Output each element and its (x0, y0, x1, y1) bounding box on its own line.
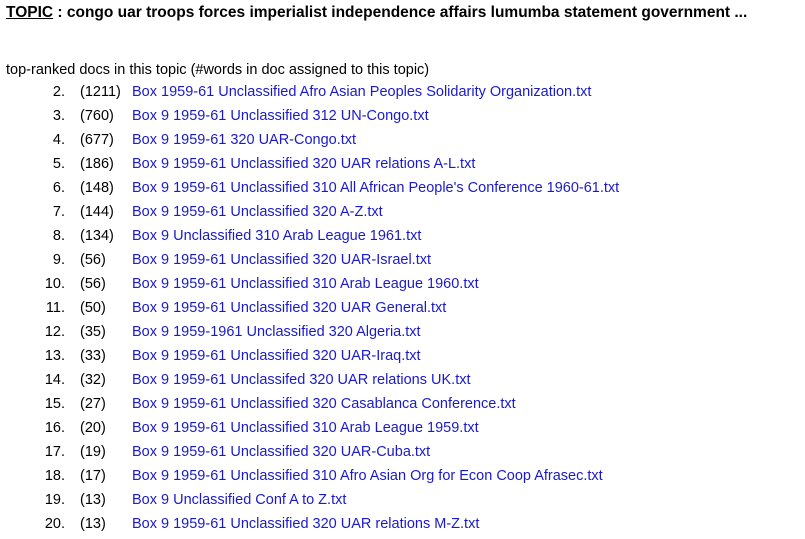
doc-rank: 17. (44, 444, 65, 460)
doc-rank: 5. (52, 156, 65, 172)
doc-rank: 11. (45, 300, 65, 316)
doc-rank: 9. (52, 252, 65, 268)
doc-title-link[interactable]: Box 9 1959-61 Unclassified 320 UAR relat… (132, 516, 480, 532)
doc-title-link[interactable]: Box 9 Unclassified Conf A to Z.txt (132, 492, 347, 508)
doc-title-link[interactable]: Box 9 1959-61 Unclassifed 320 UAR relati… (132, 372, 471, 388)
doc-title-link[interactable]: Box 9 1959-61 Unclassified 320 UAR-Iraq.… (132, 348, 421, 364)
topic-link[interactable]: TOPIC (6, 4, 54, 21)
topic-words: : congo uar troops forces imperialist in… (53, 4, 748, 21)
doc-rank: 14. (44, 372, 65, 388)
doc-word-count: (56) (80, 252, 106, 268)
doc-word-count: (33) (80, 348, 106, 364)
doc-rank: 16. (44, 420, 65, 436)
docs-intro: top-ranked docs in this topic (#words in… (6, 62, 430, 78)
doc-word-count: (19) (80, 444, 106, 460)
doc-title-link[interactable]: Box 9 1959-61 Unclassified 320 Casablanc… (132, 396, 516, 412)
doc-rank: 2. (52, 84, 65, 100)
doc-title-link[interactable]: Box 1959-61 Unclassified Afro Asian Peop… (132, 84, 592, 100)
doc-rank: 6. (52, 180, 65, 196)
doc-title-link[interactable]: Box 9 1959-61 Unclassified 320 UAR-Cuba.… (132, 444, 431, 460)
doc-rank: 4. (52, 132, 65, 148)
doc-rank: 19. (44, 492, 65, 508)
doc-title-link[interactable]: Box 9 1959-61 Unclassified 320 A-Z.txt (132, 204, 383, 220)
doc-rank: 7. (52, 204, 65, 220)
doc-word-count: (13) (80, 516, 106, 532)
doc-title-link[interactable]: Box 9 1959-1961 Unclassified 320 Algeria… (132, 324, 421, 340)
doc-rank: 13. (44, 348, 65, 364)
doc-title-link[interactable]: Box 9 1959-61 Unclassified 310 Arab Leag… (132, 420, 479, 436)
doc-word-count: (13) (80, 492, 106, 508)
doc-rank: 8. (52, 228, 65, 244)
doc-word-count: (677) (80, 132, 114, 148)
doc-word-count: (56) (80, 276, 106, 292)
doc-title-link[interactable]: Box 9 1959-61 Unclassified 320 UAR relat… (132, 156, 476, 172)
doc-rank: 3. (52, 108, 65, 124)
doc-title-link[interactable]: Box 9 Unclassified 310 Arab League 1961.… (132, 228, 422, 244)
doc-title-link[interactable]: Box 9 1959-61 Unclassified 320 UAR-Israe… (132, 252, 432, 268)
doc-rank: 20. (44, 516, 65, 532)
doc-title-link[interactable]: Box 9 1959-61 Unclassified 310 All Afric… (132, 180, 620, 196)
doc-rank: 18. (44, 468, 65, 484)
doc-word-count: (20) (80, 420, 106, 436)
doc-word-count: (186) (80, 156, 114, 172)
topic-header: TOPIC : congo uar troops forces imperial… (6, 3, 801, 23)
doc-title-link[interactable]: Box 9 1959-61 Unclassified 312 UN-Congo.… (132, 108, 429, 124)
doc-word-count: (760) (80, 108, 114, 124)
doc-word-count: (32) (80, 372, 106, 388)
doc-rank: 10. (44, 276, 65, 292)
doc-title-link[interactable]: Box 9 1959-61 Unclassified 310 Arab Leag… (132, 276, 479, 292)
doc-word-count: (148) (80, 180, 114, 196)
doc-word-count: (17) (80, 468, 106, 484)
doc-word-count: (50) (80, 300, 106, 316)
doc-title-link[interactable]: Box 9 1959-61 Unclassified 320 UAR Gener… (132, 300, 447, 316)
doc-word-count: (27) (80, 396, 106, 412)
doc-title-link[interactable]: Box 9 1959-61 Unclassified 310 Afro Asia… (132, 468, 603, 484)
doc-word-count: (134) (80, 228, 114, 244)
doc-rank: 12. (44, 324, 65, 340)
doc-rank: 15. (44, 396, 65, 412)
doc-word-count: (35) (80, 324, 106, 340)
doc-title-link[interactable]: Box 9 1959-61 320 UAR-Congo.txt (132, 132, 357, 148)
doc-word-count: (144) (80, 204, 114, 220)
doc-word-count: (1211) (80, 84, 121, 100)
